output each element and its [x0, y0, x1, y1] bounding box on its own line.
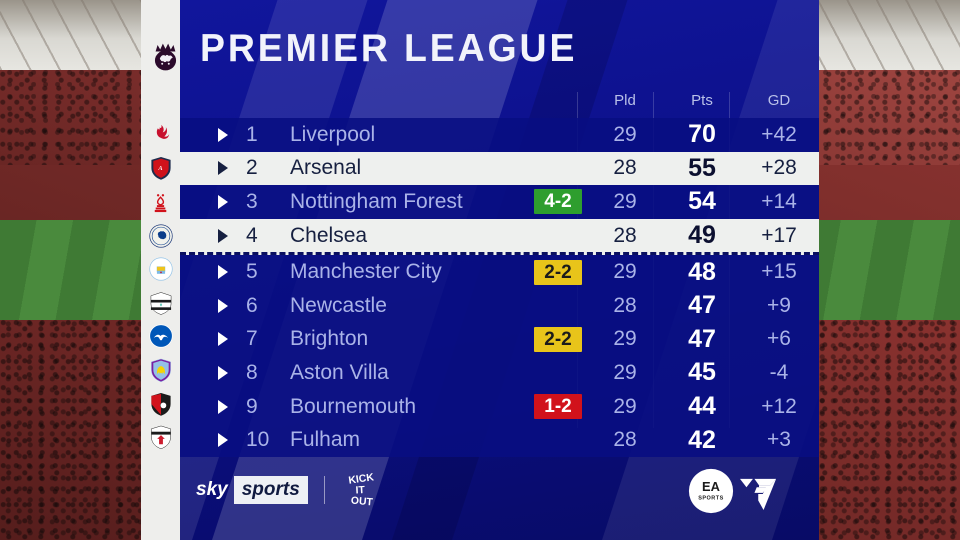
svg-text:OUT: OUT	[350, 496, 373, 509]
svg-text:SPORTS: SPORTS	[698, 495, 723, 501]
svg-text:A: A	[157, 165, 162, 172]
svg-text:KICK: KICK	[348, 472, 375, 486]
svg-text:IT: IT	[355, 485, 365, 497]
svg-text:EA: EA	[702, 479, 720, 494]
